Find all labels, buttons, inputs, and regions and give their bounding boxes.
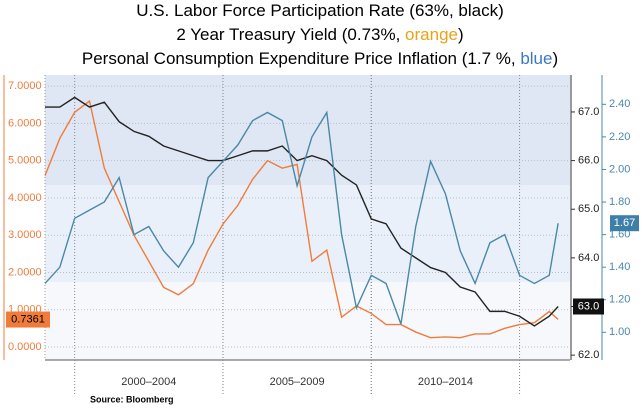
callout-label: 1.67 [614, 217, 635, 229]
y-tick-label: 2.0000 [8, 266, 42, 278]
y3-tick-label: 1.20 [609, 294, 630, 306]
y3-tick-label: 1.40 [609, 261, 630, 273]
title-part: Personal Consumption Expenditure Price I… [82, 49, 520, 68]
y2-tick-label: 66.0 [578, 155, 599, 167]
callout-box [573, 298, 604, 315]
series-line [44, 110, 559, 325]
y-tick-label: 4.0000 [8, 192, 42, 204]
title-part: U.S. Labor Force Participation Rate (63%… [136, 1, 504, 20]
background-band [45, 282, 570, 360]
title-line: Personal Consumption Expenditure Price I… [82, 49, 558, 68]
series-line [44, 99, 559, 339]
title-line: U.S. Labor Force Participation Rate (63%… [136, 1, 504, 20]
background-band [45, 75, 570, 185]
y3-tick-label: 2.40 [609, 98, 630, 110]
y-tick-label: 5.0000 [8, 155, 42, 167]
y3-tick-label: 2.20 [609, 131, 630, 143]
callout-label: 0.7361 [11, 313, 45, 325]
title-part: orange [405, 25, 458, 44]
callout-box [610, 215, 639, 232]
title-line: 2 Year Treasury Yield (0.73%, orange) [176, 25, 463, 44]
y3-tick-label: 1.80 [609, 196, 630, 208]
y-tick-label: 7.0000 [8, 80, 42, 92]
x-band-label: 2000–2004 [121, 376, 176, 388]
y2-tick-label: 64.0 [578, 252, 599, 264]
y2-tick-label: 65.0 [578, 203, 599, 215]
title-part: blue [520, 49, 552, 68]
source: Source: Bloomberg [90, 394, 174, 404]
y3-tick-label: 2.00 [609, 163, 630, 175]
y2-tick-label: 62.0 [578, 349, 599, 361]
y2-tick-label: 67.0 [578, 106, 599, 118]
y-tick-label: 6.0000 [8, 117, 42, 129]
y-tick-label: 3.0000 [8, 229, 42, 241]
x-band-label: 2005–2009 [270, 376, 325, 388]
x-band-label: 2010–2014 [418, 376, 473, 388]
series-line [45, 96, 559, 327]
y-tick-label: 0.0000 [8, 341, 42, 353]
callout-box [6, 311, 50, 328]
y3-tick-label: 1.60 [609, 229, 630, 241]
y3-tick-label: 1.00 [609, 326, 630, 338]
title-part: 2 Year Treasury Yield (0.73%, [176, 25, 405, 44]
title-part: ) [552, 49, 558, 68]
title-part: ) [458, 25, 464, 44]
title: U.S. Labor Force Participation Rate (63%… [82, 1, 558, 68]
callout-label: 63.0 [578, 300, 599, 312]
